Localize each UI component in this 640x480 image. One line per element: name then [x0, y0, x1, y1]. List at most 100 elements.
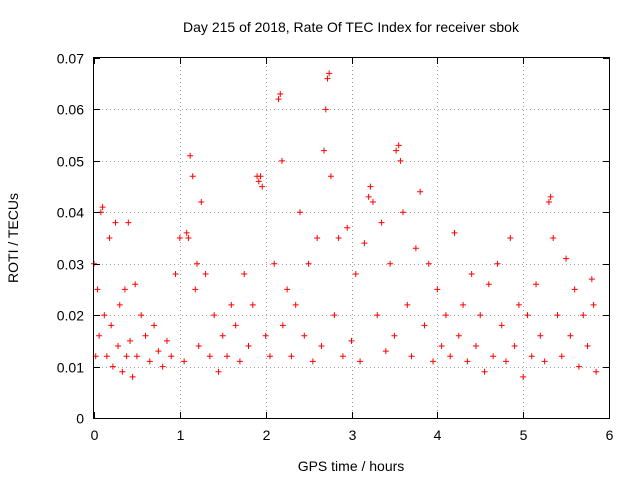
data-point — [515, 301, 522, 308]
data-points — [91, 70, 600, 380]
data-point — [266, 353, 273, 360]
data-point — [545, 199, 552, 205]
data-point — [468, 271, 475, 277]
data-point — [387, 260, 394, 267]
data-point — [195, 343, 202, 349]
data-point — [477, 312, 484, 319]
y-tick-label: 0.05 — [57, 154, 84, 170]
data-point — [425, 260, 432, 267]
data-point — [558, 353, 565, 360]
data-point — [94, 286, 101, 293]
data-point — [279, 322, 286, 329]
data-point — [365, 193, 372, 200]
data-point — [301, 332, 308, 339]
x-tick-label: 4 — [434, 427, 442, 443]
data-point — [588, 276, 595, 283]
x-tick-label: 2 — [263, 427, 271, 443]
data-point — [305, 260, 312, 267]
data-point — [249, 301, 256, 308]
data-point — [189, 173, 196, 180]
data-point — [106, 235, 113, 241]
data-point — [255, 178, 262, 185]
data-point — [327, 173, 334, 180]
data-point — [172, 271, 179, 277]
axis-ticks: 0 1 2 3 4 5 6 0 0.01 0.02 0.03 0.04 0.05 0.06 0.07 — [57, 51, 614, 444]
data-point — [202, 271, 209, 277]
data-point — [185, 235, 192, 241]
data-point — [292, 301, 299, 308]
data-point — [339, 353, 346, 360]
data-point — [297, 209, 303, 216]
data-point — [192, 286, 199, 293]
data-point — [129, 373, 136, 380]
x-tick-label: 3 — [349, 427, 357, 443]
data-point — [395, 142, 402, 149]
data-point — [391, 332, 398, 339]
data-point — [575, 363, 582, 370]
data-point — [224, 353, 231, 360]
data-point — [352, 271, 359, 277]
data-point — [163, 337, 170, 344]
data-point — [103, 353, 110, 360]
data-point — [537, 332, 544, 339]
data-point — [187, 152, 194, 159]
x-axis-label: GPS time / hours — [298, 458, 405, 474]
data-point — [228, 301, 235, 308]
data-point — [125, 219, 132, 226]
plot-frame — [93, 57, 610, 419]
y-tick-label: 0 — [76, 411, 84, 427]
grid — [94, 58, 609, 418]
data-point — [112, 219, 119, 226]
chart-title: Day 215 of 2018, Rate Of TEC Index for r… — [183, 19, 520, 35]
data-point — [331, 312, 338, 319]
data-point — [571, 286, 578, 293]
data-point — [404, 301, 411, 308]
data-point — [584, 343, 591, 349]
data-point — [434, 286, 441, 293]
x-tick-label: 1 — [177, 427, 185, 443]
data-point — [155, 348, 162, 355]
data-point — [123, 353, 130, 360]
data-point — [109, 363, 116, 370]
data-point — [367, 183, 374, 190]
data-point — [236, 358, 243, 365]
data-point — [121, 286, 128, 293]
data-point — [278, 157, 285, 164]
data-point — [96, 332, 103, 339]
data-point — [277, 91, 284, 97]
data-point — [397, 157, 404, 164]
data-point — [442, 312, 449, 319]
data-point — [460, 301, 467, 308]
data-point — [206, 353, 213, 360]
data-point — [116, 301, 123, 308]
data-point — [563, 255, 570, 262]
y-tick-label: 0.07 — [57, 51, 84, 67]
data-point — [547, 193, 554, 200]
data-point — [232, 322, 239, 329]
data-point — [494, 260, 501, 267]
data-point — [245, 343, 252, 349]
data-point — [447, 353, 454, 360]
data-point — [451, 229, 458, 236]
y-tick-label: 0.03 — [57, 257, 84, 273]
data-point — [481, 368, 488, 375]
data-point — [321, 147, 328, 154]
data-point — [288, 353, 295, 360]
x-tick-label: 6 — [606, 427, 614, 443]
data-point — [314, 235, 321, 241]
data-point — [133, 353, 140, 360]
y-tick-label: 0.06 — [57, 102, 84, 118]
data-point — [259, 183, 266, 190]
data-point — [115, 343, 122, 349]
data-point — [324, 75, 331, 82]
data-point — [417, 188, 424, 195]
data-point — [183, 229, 190, 236]
data-point — [168, 353, 175, 360]
data-point — [464, 358, 471, 365]
data-point — [503, 358, 509, 365]
data-point — [194, 260, 200, 267]
y-tick-label: 0.04 — [57, 205, 84, 221]
data-point — [412, 245, 419, 252]
data-point — [580, 312, 587, 319]
data-point — [438, 343, 445, 349]
